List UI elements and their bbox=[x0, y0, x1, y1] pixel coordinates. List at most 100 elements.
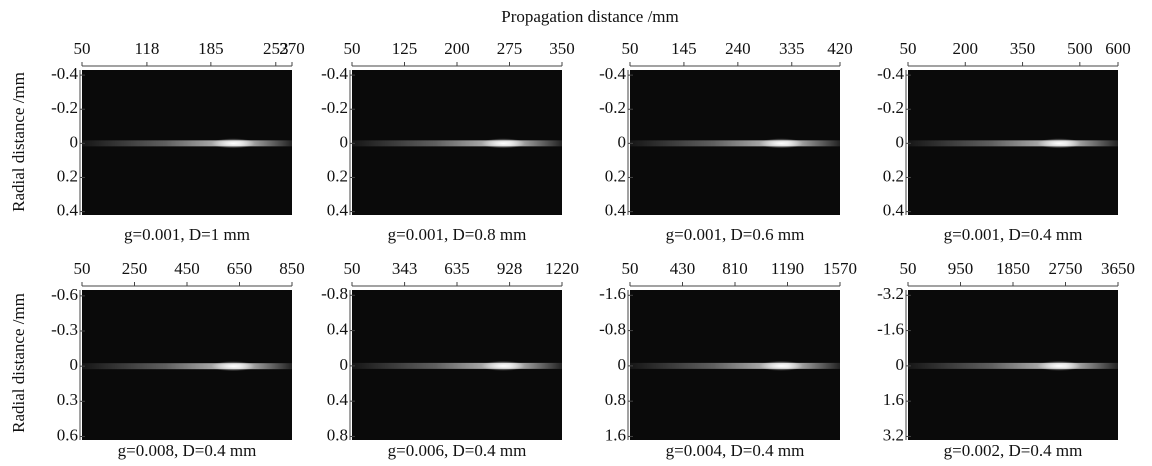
x-tick-label: 50 bbox=[344, 259, 361, 278]
x-tick-label: 430 bbox=[670, 259, 696, 278]
beam bbox=[82, 363, 292, 370]
x-axis-label: Propagation distance /mm bbox=[501, 7, 679, 26]
beam bbox=[908, 362, 1118, 369]
x-tick-label: 1220 bbox=[545, 259, 579, 278]
panel-caption: g=0.001, D=0.8 mm bbox=[388, 225, 527, 244]
y-tick-label: 1.6 bbox=[883, 390, 904, 409]
x-tick-label: 335 bbox=[779, 39, 805, 58]
y-tick-label: -0.4 bbox=[877, 64, 904, 83]
y-tick-label: 0 bbox=[896, 355, 905, 374]
y-tick-label: 0 bbox=[618, 132, 627, 151]
y-tick-label: 0 bbox=[340, 355, 349, 374]
y-tick-label: -0.2 bbox=[877, 98, 904, 117]
y-tick-label: 0.8 bbox=[605, 390, 626, 409]
beam bbox=[630, 140, 840, 147]
beam-focus bbox=[1037, 138, 1082, 149]
x-tick-label: 928 bbox=[497, 259, 523, 278]
x-tick-label: 1190 bbox=[771, 259, 804, 278]
x-tick-label: 50 bbox=[74, 259, 91, 278]
x-tick-label: 350 bbox=[549, 39, 575, 58]
beam bbox=[82, 140, 292, 147]
x-tick-label: 500 bbox=[1067, 39, 1093, 58]
panel-caption: g=0.001, D=0.6 mm bbox=[666, 225, 805, 244]
x-tick-label: 118 bbox=[134, 39, 159, 58]
x-tick-label: 253 bbox=[263, 39, 289, 58]
y-tick-label: 0 bbox=[340, 132, 349, 151]
y-axis-label: Radial distance /mm bbox=[9, 72, 28, 212]
beam bbox=[352, 362, 562, 369]
x-tick-label: 250 bbox=[122, 259, 148, 278]
x-tick-label: 145 bbox=[671, 39, 697, 58]
x-tick-label: 1850 bbox=[996, 259, 1030, 278]
x-tick-label: 450 bbox=[174, 259, 200, 278]
y-tick-label: -0.4 bbox=[51, 64, 78, 83]
x-tick-label: 420 bbox=[827, 39, 853, 58]
y-axis-label: Radial distance /mm bbox=[9, 293, 28, 433]
y-tick-label: 0 bbox=[896, 132, 905, 151]
beam-focus bbox=[211, 138, 256, 149]
y-tick-label: 0.4 bbox=[327, 200, 349, 219]
x-tick-label: 240 bbox=[725, 39, 751, 58]
x-tick-label: 3650 bbox=[1101, 259, 1135, 278]
x-tick-label: 950 bbox=[948, 259, 974, 278]
y-tick-label: -1.6 bbox=[877, 319, 904, 338]
y-tick-label: 0.4 bbox=[57, 200, 79, 219]
y-tick-label: 0.4 bbox=[327, 319, 349, 338]
x-tick-label: 50 bbox=[74, 39, 91, 58]
x-tick-label: 343 bbox=[392, 259, 418, 278]
x-tick-label: 125 bbox=[392, 39, 418, 58]
beam-focus bbox=[1037, 360, 1082, 371]
y-tick-label: 0.2 bbox=[57, 166, 78, 185]
x-tick-label: 50 bbox=[344, 39, 361, 58]
x-tick-label: 50 bbox=[622, 39, 639, 58]
y-tick-label: -0.3 bbox=[51, 320, 78, 339]
y-tick-label: -0.8 bbox=[321, 284, 348, 303]
y-tick-label: 0.2 bbox=[883, 166, 904, 185]
y-tick-label: 0.3 bbox=[57, 390, 78, 409]
beam-focus bbox=[211, 361, 256, 372]
panel-caption: g=0.001, D=0.4 mm bbox=[944, 225, 1083, 244]
y-tick-label: -0.8 bbox=[599, 319, 626, 338]
beam bbox=[352, 140, 562, 147]
y-tick-label: -0.2 bbox=[599, 98, 626, 117]
panel-caption: g=0.001, D=1 mm bbox=[124, 225, 250, 244]
x-tick-label: 650 bbox=[227, 259, 253, 278]
x-tick-label: 600 bbox=[1105, 39, 1131, 58]
y-tick-label: 0.4 bbox=[605, 200, 627, 219]
beam-focus bbox=[759, 138, 804, 149]
y-tick-label: -0.4 bbox=[321, 64, 348, 83]
y-tick-label: 0.6 bbox=[57, 425, 78, 444]
x-tick-label: 200 bbox=[444, 39, 470, 58]
y-tick-label: -1.6 bbox=[599, 284, 626, 303]
x-tick-label: 185 bbox=[198, 39, 224, 58]
panel-caption: g=0.002, D=0.4 mm bbox=[944, 441, 1083, 460]
panel-caption: g=0.004, D=0.4 mm bbox=[666, 441, 805, 460]
beam bbox=[908, 140, 1118, 147]
panel-caption: g=0.006, D=0.4 mm bbox=[388, 441, 527, 460]
x-tick-label: 1570 bbox=[823, 259, 857, 278]
y-tick-label: 0.8 bbox=[327, 425, 348, 444]
x-tick-label: 810 bbox=[722, 259, 748, 278]
x-tick-label: 50 bbox=[900, 39, 917, 58]
x-tick-label: 270 bbox=[279, 39, 305, 58]
y-tick-label: -3.2 bbox=[877, 284, 904, 303]
y-tick-label: -0.4 bbox=[599, 64, 626, 83]
x-tick-label: 850 bbox=[279, 259, 305, 278]
beam-focus bbox=[481, 360, 526, 371]
x-tick-label: 200 bbox=[953, 39, 979, 58]
x-tick-label: 50 bbox=[622, 259, 639, 278]
y-tick-label: 0.2 bbox=[605, 166, 626, 185]
y-tick-label: -0.6 bbox=[51, 285, 78, 304]
y-tick-label: 3.2 bbox=[883, 425, 904, 444]
beam-focus bbox=[759, 360, 804, 371]
y-tick-label: 0.4 bbox=[883, 200, 905, 219]
y-tick-label: 0 bbox=[618, 355, 627, 374]
x-tick-label: 350 bbox=[1010, 39, 1036, 58]
beam-focus bbox=[481, 138, 526, 149]
x-tick-label: 50 bbox=[900, 259, 917, 278]
panel-caption: g=0.008, D=0.4 mm bbox=[118, 441, 257, 460]
y-tick-label: -0.2 bbox=[51, 98, 78, 117]
y-tick-label: 0.4 bbox=[327, 390, 349, 409]
y-tick-label: 0 bbox=[70, 132, 79, 151]
